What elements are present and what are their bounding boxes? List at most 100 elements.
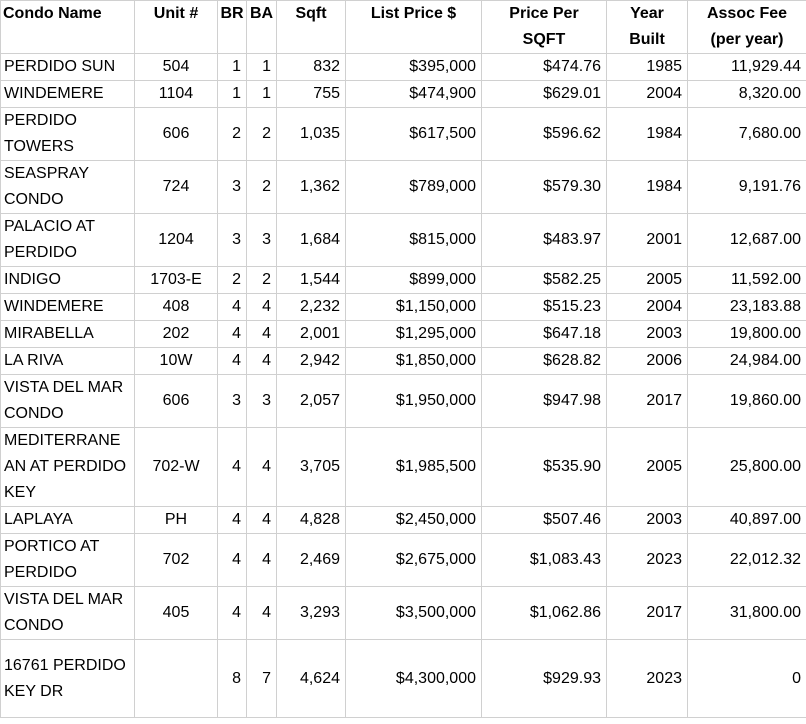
cell-name[interactable]: VISTA DEL MAR CONDO bbox=[0, 374, 135, 428]
cell-ba[interactable]: 4 bbox=[246, 506, 277, 534]
cell-br[interactable]: 4 bbox=[217, 506, 247, 534]
cell-price-per-sqft[interactable]: $579.30 bbox=[481, 160, 607, 214]
cell-year-built[interactable]: 2003 bbox=[606, 506, 688, 534]
cell-list-price[interactable]: $3,500,000 bbox=[345, 586, 482, 640]
cell-ba[interactable]: 4 bbox=[246, 347, 277, 375]
cell-price-per-sqft[interactable]: $507.46 bbox=[481, 506, 607, 534]
cell-unit[interactable]: 724 bbox=[134, 160, 218, 214]
cell-ba[interactable]: 1 bbox=[246, 53, 277, 81]
cell-price-per-sqft[interactable]: $596.62 bbox=[481, 107, 607, 161]
cell-assoc-fee[interactable]: 31,800.00 bbox=[687, 586, 806, 640]
cell-list-price[interactable]: $1,150,000 bbox=[345, 293, 482, 321]
column-header-list-price[interactable]: List Price $ bbox=[345, 0, 482, 54]
cell-assoc-fee[interactable]: 40,897.00 bbox=[687, 506, 806, 534]
cell-ba[interactable]: 4 bbox=[246, 293, 277, 321]
cell-sqft[interactable]: 4,828 bbox=[276, 506, 346, 534]
cell-name[interactable]: MEDITERRANEAN AT PERDIDO KEY bbox=[0, 427, 135, 507]
cell-ba[interactable]: 2 bbox=[246, 107, 277, 161]
cell-name[interactable]: PORTICO AT PERDIDO bbox=[0, 533, 135, 587]
cell-unit[interactable]: 405 bbox=[134, 586, 218, 640]
cell-assoc-fee[interactable]: 25,800.00 bbox=[687, 427, 806, 507]
cell-assoc-fee[interactable]: 11,592.00 bbox=[687, 266, 806, 294]
cell-ba[interactable]: 7 bbox=[246, 639, 277, 718]
cell-price-per-sqft[interactable]: $483.97 bbox=[481, 213, 607, 267]
cell-assoc-fee[interactable]: 9,191.76 bbox=[687, 160, 806, 214]
cell-name[interactable]: INDIGO bbox=[0, 266, 135, 294]
cell-sqft[interactable]: 3,293 bbox=[276, 586, 346, 640]
cell-unit[interactable]: PH bbox=[134, 506, 218, 534]
cell-name[interactable]: WINDEMERE bbox=[0, 80, 135, 108]
cell-price-per-sqft[interactable]: $1,062.86 bbox=[481, 586, 607, 640]
cell-name[interactable]: LAPLAYA bbox=[0, 506, 135, 534]
cell-ba[interactable]: 3 bbox=[246, 374, 277, 428]
cell-name[interactable]: WINDEMERE bbox=[0, 293, 135, 321]
cell-br[interactable]: 4 bbox=[217, 586, 247, 640]
cell-year-built[interactable]: 1985 bbox=[606, 53, 688, 81]
cell-price-per-sqft[interactable]: $629.01 bbox=[481, 80, 607, 108]
cell-list-price[interactable]: $1,985,500 bbox=[345, 427, 482, 507]
cell-assoc-fee[interactable]: 19,860.00 bbox=[687, 374, 806, 428]
cell-ba[interactable]: 1 bbox=[246, 80, 277, 108]
cell-sqft[interactable]: 2,469 bbox=[276, 533, 346, 587]
cell-br[interactable]: 3 bbox=[217, 213, 247, 267]
cell-price-per-sqft[interactable]: $535.90 bbox=[481, 427, 607, 507]
column-header-year-built[interactable]: Year Built bbox=[606, 0, 688, 54]
cell-year-built[interactable]: 2006 bbox=[606, 347, 688, 375]
cell-assoc-fee[interactable]: 11,929.44 bbox=[687, 53, 806, 81]
cell-unit[interactable]: 1204 bbox=[134, 213, 218, 267]
column-header-assoc-fee[interactable]: Assoc Fee (per year) bbox=[687, 0, 806, 54]
cell-list-price[interactable]: $1,950,000 bbox=[345, 374, 482, 428]
cell-br[interactable]: 1 bbox=[217, 80, 247, 108]
column-header-unit[interactable]: Unit # bbox=[134, 0, 218, 54]
cell-ba[interactable]: 2 bbox=[246, 160, 277, 214]
cell-assoc-fee[interactable]: 8,320.00 bbox=[687, 80, 806, 108]
column-header-ba[interactable]: BA bbox=[246, 0, 277, 54]
column-header-sqft[interactable]: Sqft bbox=[276, 0, 346, 54]
cell-price-per-sqft[interactable]: $515.23 bbox=[481, 293, 607, 321]
cell-list-price[interactable]: $1,850,000 bbox=[345, 347, 482, 375]
cell-price-per-sqft[interactable]: $929.93 bbox=[481, 639, 607, 718]
cell-name[interactable]: PERDIDO SUN bbox=[0, 53, 135, 81]
cell-assoc-fee[interactable]: 19,800.00 bbox=[687, 320, 806, 348]
cell-year-built[interactable]: 2023 bbox=[606, 533, 688, 587]
cell-unit[interactable]: 1104 bbox=[134, 80, 218, 108]
cell-br[interactable]: 1 bbox=[217, 53, 247, 81]
cell-year-built[interactable]: 1984 bbox=[606, 107, 688, 161]
cell-unit[interactable]: 606 bbox=[134, 374, 218, 428]
cell-br[interactable]: 3 bbox=[217, 160, 247, 214]
column-header-price-per-sqft[interactable]: Price Per SQFT bbox=[481, 0, 607, 54]
cell-br[interactable]: 4 bbox=[217, 293, 247, 321]
cell-sqft[interactable]: 2,057 bbox=[276, 374, 346, 428]
cell-year-built[interactable]: 2004 bbox=[606, 80, 688, 108]
cell-ba[interactable]: 2 bbox=[246, 266, 277, 294]
cell-year-built[interactable]: 2003 bbox=[606, 320, 688, 348]
cell-sqft[interactable]: 1,035 bbox=[276, 107, 346, 161]
cell-sqft[interactable]: 2,001 bbox=[276, 320, 346, 348]
cell-br[interactable]: 4 bbox=[217, 533, 247, 587]
cell-year-built[interactable]: 2001 bbox=[606, 213, 688, 267]
cell-ba[interactable]: 4 bbox=[246, 586, 277, 640]
cell-ba[interactable]: 4 bbox=[246, 320, 277, 348]
cell-unit[interactable]: 504 bbox=[134, 53, 218, 81]
cell-name[interactable]: LA RIVA bbox=[0, 347, 135, 375]
cell-name[interactable]: SEASPRAY CONDO bbox=[0, 160, 135, 214]
cell-name[interactable]: PALACIO AT PERDIDO bbox=[0, 213, 135, 267]
cell-sqft[interactable]: 832 bbox=[276, 53, 346, 81]
cell-list-price[interactable]: $395,000 bbox=[345, 53, 482, 81]
column-header-br[interactable]: BR bbox=[217, 0, 247, 54]
cell-list-price[interactable]: $617,500 bbox=[345, 107, 482, 161]
cell-unit[interactable]: 606 bbox=[134, 107, 218, 161]
cell-unit[interactable]: 202 bbox=[134, 320, 218, 348]
cell-year-built[interactable]: 2004 bbox=[606, 293, 688, 321]
cell-year-built[interactable]: 2017 bbox=[606, 586, 688, 640]
cell-sqft[interactable]: 1,684 bbox=[276, 213, 346, 267]
cell-year-built[interactable]: 2005 bbox=[606, 427, 688, 507]
cell-price-per-sqft[interactable]: $647.18 bbox=[481, 320, 607, 348]
cell-sqft[interactable]: 1,544 bbox=[276, 266, 346, 294]
cell-name[interactable]: PERDIDO TOWERS bbox=[0, 107, 135, 161]
cell-br[interactable]: 3 bbox=[217, 374, 247, 428]
cell-list-price[interactable]: $1,295,000 bbox=[345, 320, 482, 348]
cell-assoc-fee[interactable]: 12,687.00 bbox=[687, 213, 806, 267]
cell-unit[interactable]: 1703-E bbox=[134, 266, 218, 294]
cell-name[interactable]: 16761 PERDIDO KEY DR bbox=[0, 639, 135, 718]
